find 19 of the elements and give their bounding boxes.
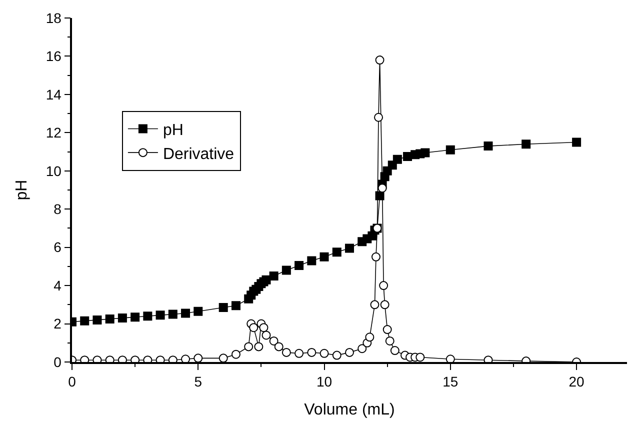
y-axis-title: pH [13, 180, 30, 200]
y-tick-label: 0 [54, 354, 62, 370]
y-tick-label: 2 [54, 316, 62, 332]
x-axis-title: Volume (mL) [304, 402, 395, 419]
x-tick-label: 0 [68, 374, 76, 390]
y-tick-label: 6 [54, 239, 62, 256]
y-tick-label: 10 [46, 162, 62, 179]
y-tick-label: 12 [46, 124, 62, 141]
y-tick-label: 8 [54, 201, 62, 218]
x-tick-label: 10 [316, 374, 332, 390]
y-tick-label: 16 [46, 48, 62, 64]
y-tick-label: 4 [54, 277, 62, 294]
y-tick-label: 18 [46, 10, 62, 26]
x-tick-label: 5 [194, 374, 202, 390]
x-tick-label: 15 [442, 374, 458, 390]
legend-label: Derivative [162, 146, 234, 163]
legend-label: pH [162, 122, 184, 140]
x-tick-label: 20 [568, 374, 585, 390]
y-tick-label: 14 [46, 86, 62, 102]
